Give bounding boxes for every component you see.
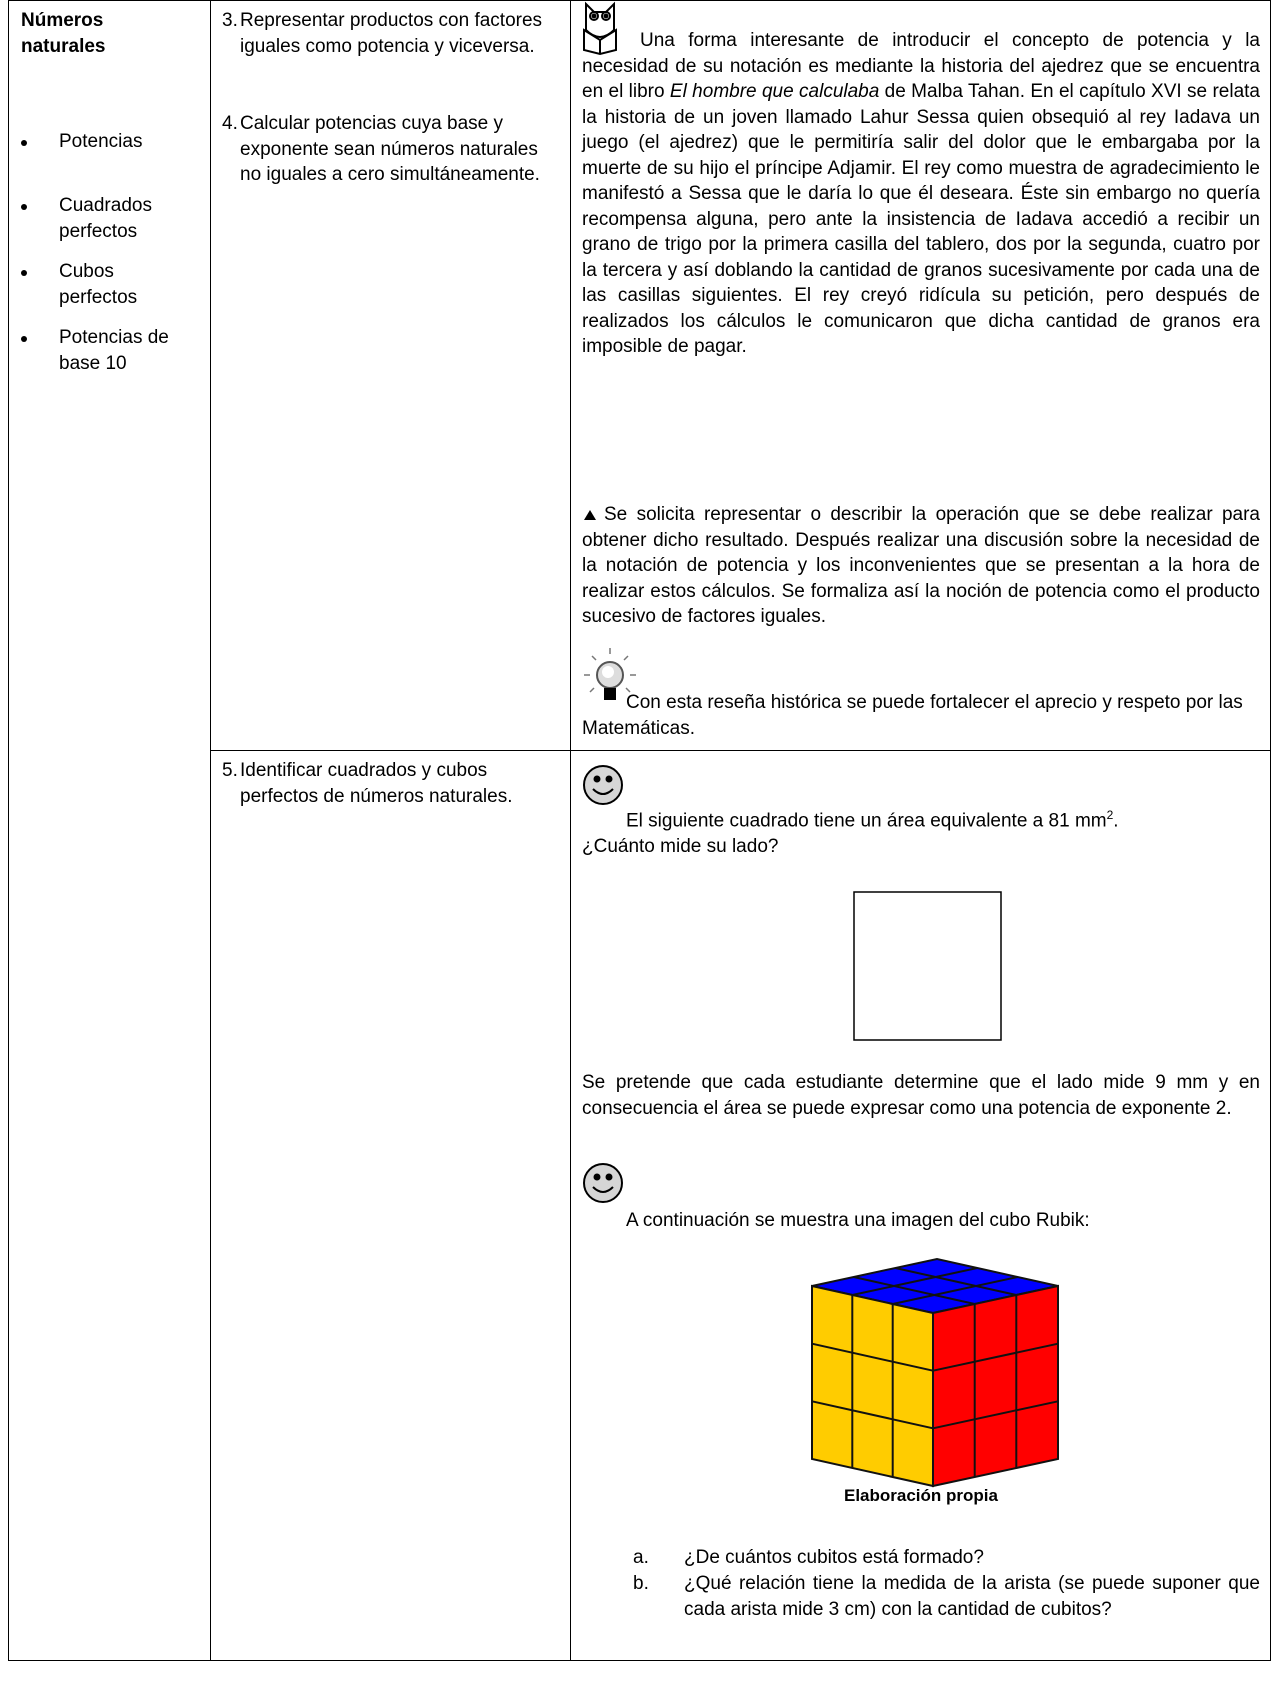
- square-question: El siguiente cuadrado tiene un área equi…: [582, 803, 1260, 859]
- smiley-icon: [583, 1163, 623, 1203]
- rubik-cube: [811, 1257, 1059, 1488]
- objective: 5. Identificar cuadrados y cubos perfecto…: [222, 758, 552, 809]
- bullet: [21, 336, 27, 342]
- objective: 4. Calcular potencias cuya base y exponen…: [222, 111, 552, 188]
- figure-caption: Elaboración propia: [844, 1486, 998, 1505]
- objective-text: Calcular potencias cuya base y exponente…: [240, 113, 540, 185]
- topic-item: Potencias: [59, 131, 143, 152]
- table-border: [8, 1660, 1271, 1661]
- objective-text: Identificar cuadrados y cubos perfectos …: [240, 760, 513, 807]
- table-border: [8, 0, 1271, 1]
- text: Una forma interesante de introducir el c…: [582, 30, 1260, 102]
- bullet: [21, 204, 27, 210]
- topic-item: Potencias de base 10: [59, 327, 169, 374]
- text: .: [1113, 810, 1119, 832]
- objective: 3. Representar productos con factores igu…: [222, 8, 562, 59]
- bullet: [21, 270, 27, 276]
- objective-number: 3.: [222, 10, 238, 31]
- owl-icon: [583, 1, 617, 56]
- list-item: ¿De cuántos cubitos está formado?: [684, 1547, 984, 1568]
- tip-paragraph: Con esta reseña histórica se puede forta…: [582, 692, 1243, 739]
- text: de Malba Tahan. En el capítulo XVI se re…: [582, 81, 1260, 357]
- objective-number: 5.: [222, 760, 238, 781]
- objective-text: Representar productos con factores igual…: [240, 10, 543, 57]
- column-divider: [210, 0, 211, 1661]
- table-border: [1270, 0, 1271, 1661]
- column-divider: [570, 0, 571, 1661]
- book-title: El hombre que calculaba: [669, 81, 880, 102]
- table-border: [8, 0, 9, 1661]
- text: El siguiente cuadrado tiene un área equi…: [626, 810, 1107, 832]
- topic-title: Números naturales: [21, 10, 106, 57]
- objective-number: 4.: [222, 113, 238, 134]
- history-paragraph: Una forma interesante de introducir el c…: [582, 28, 1260, 360]
- square-figure: [853, 891, 1002, 1041]
- rubik-intro: A continuación se muestra una imagen del…: [626, 1210, 1090, 1231]
- topic-item: Cuadrados perfectos: [59, 195, 152, 242]
- question: ¿Cuánto mide su lado?: [582, 835, 779, 857]
- triangle-marker: [584, 510, 596, 520]
- list-item: ¿Qué relación tiene la medida de la aris…: [684, 1573, 1260, 1620]
- lightbulb-icon: [584, 648, 636, 700]
- list-marker: a.: [633, 1547, 649, 1568]
- list-marker: b.: [633, 1573, 649, 1594]
- superscript: 2: [1106, 808, 1114, 822]
- task-paragraph: Se solicita representar o describir la o…: [582, 504, 1260, 627]
- bullet: [21, 140, 27, 146]
- square-explanation: Se pretende que cada estudiante determin…: [582, 1072, 1260, 1119]
- smiley-icon: [583, 765, 623, 805]
- row-divider: [210, 750, 1271, 751]
- topic-item: Cubos perfectos: [59, 261, 138, 308]
